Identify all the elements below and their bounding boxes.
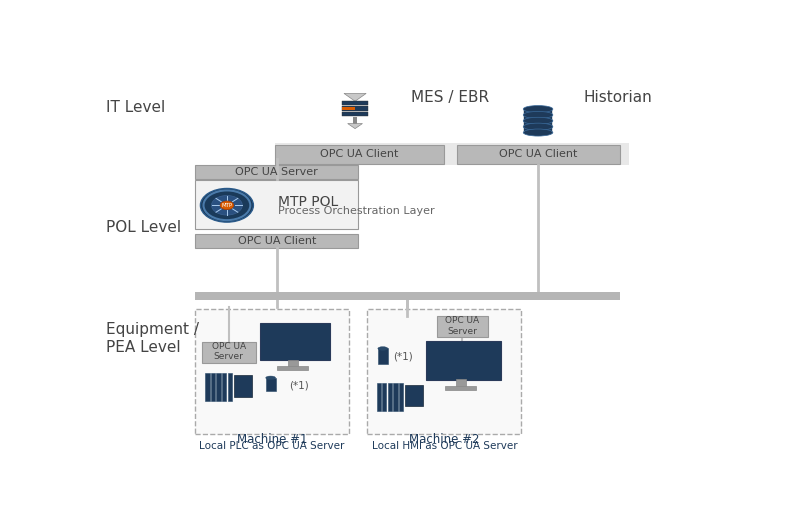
Bar [353,116,357,123]
Bar [377,383,381,411]
Bar [445,386,476,390]
Bar [342,107,355,110]
Text: Machine #1: Machine #1 [237,433,307,446]
Circle shape [220,201,234,210]
Bar [394,383,398,411]
Bar [399,383,403,411]
Text: OPC UA Client: OPC UA Client [238,236,316,246]
Bar [275,143,629,165]
Text: OPC UA
Server: OPC UA Server [445,316,479,336]
Ellipse shape [523,129,553,136]
Bar [202,342,256,363]
Bar [216,373,221,401]
Ellipse shape [523,106,553,113]
Polygon shape [344,93,366,101]
Text: OPC UA Client: OPC UA Client [320,149,398,160]
Bar [195,166,358,179]
Bar [222,373,227,401]
Text: OPC UA
Server: OPC UA Server [211,341,246,361]
Bar [266,378,276,392]
Ellipse shape [523,123,553,130]
Circle shape [200,188,254,222]
Ellipse shape [378,346,388,350]
Text: (*1): (*1) [289,380,309,391]
Text: OPC UA Server: OPC UA Server [235,168,318,177]
Text: Machine #2: Machine #2 [409,433,479,446]
Text: OPC UA Client: OPC UA Client [499,149,577,160]
Ellipse shape [523,117,553,124]
Text: Local PLC as OPC UA Server: Local PLC as OPC UA Server [200,441,344,451]
Text: MTP POL: MTP POL [278,195,339,209]
Bar [342,106,368,111]
Text: MES / EBR: MES / EBR [410,90,489,105]
Bar [277,366,308,370]
Bar [195,234,358,247]
Bar [405,385,424,406]
Text: MTP: MTP [221,203,232,208]
Ellipse shape [523,111,553,118]
Bar [437,316,487,337]
Bar [275,145,444,164]
Bar [205,373,210,401]
Bar [342,101,368,105]
Ellipse shape [266,376,276,379]
Bar [227,373,232,401]
Bar [378,348,388,364]
Bar [426,341,501,380]
Bar [234,375,252,397]
Bar [456,145,620,164]
Text: POL Level: POL Level [106,219,180,235]
Polygon shape [347,123,363,129]
Bar [259,323,331,360]
Text: Process Orchestration Layer: Process Orchestration Layer [278,206,435,216]
Text: Historian: Historian [583,90,652,105]
Bar [456,379,466,387]
FancyBboxPatch shape [367,308,522,434]
Bar [342,112,368,116]
Circle shape [211,196,242,215]
Text: Local HMI as OPC UA Server: Local HMI as OPC UA Server [371,441,518,451]
Bar [382,383,386,411]
Bar [288,360,298,367]
Bar [388,383,392,411]
Bar [211,373,215,401]
Text: (*1): (*1) [393,352,413,361]
FancyBboxPatch shape [195,308,349,434]
Bar [195,180,358,229]
Bar [524,110,553,132]
Text: Equipment /
PEA Level: Equipment / PEA Level [106,323,199,355]
Text: IT Level: IT Level [106,101,165,115]
Bar [195,292,620,300]
